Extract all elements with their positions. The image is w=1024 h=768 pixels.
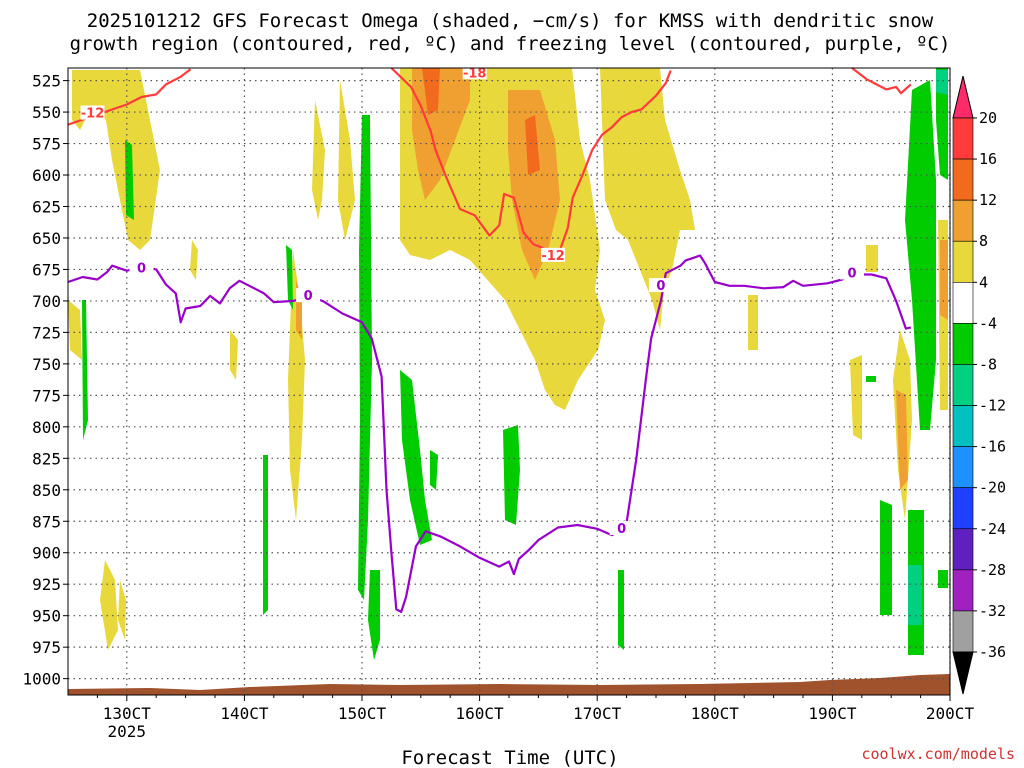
y-tick-label: 675: [32, 260, 61, 279]
freezing-level-label-bg: [648, 278, 673, 293]
y-tick-label: 875: [32, 512, 61, 531]
colorbar-swatch: [952, 117, 974, 160]
dendritic-growth-label-bg: [462, 65, 487, 80]
colorbar-tick-label: -4: [979, 314, 997, 332]
colorbar-tick-label: -12: [979, 397, 1006, 415]
dendritic-growth-label-bg: [80, 105, 105, 120]
colorbar-swatch: [952, 158, 974, 201]
credit-link[interactable]: coolwx.com/models: [861, 745, 1015, 763]
freezing-level-label: 0: [847, 266, 856, 281]
y-tick-label: 625: [32, 197, 61, 216]
dendritic-growth-line: [390, 67, 554, 261]
dendritic-growth-line: [851, 67, 912, 95]
y-tick-label: 700: [32, 292, 61, 311]
x-tick-label: 160CT: [456, 704, 505, 723]
x-axis: 130CT 140CT 150CT 160CT 170CT 180CT 190CT 200CT…: [96, 695, 975, 741]
freezing-level-label: 0: [617, 522, 626, 537]
colorbar-swatch: [952, 364, 974, 406]
colorbar-tick-label: -28: [979, 561, 1006, 579]
colorbar-swatch: [952, 282, 974, 324]
colorbar-tick-label: 20: [979, 109, 997, 127]
colorbar-swatch: [952, 199, 974, 242]
y-tick-label: 575: [32, 135, 61, 154]
colorbar-swatch: [952, 528, 974, 571]
dendritic-growth-label-bg: [541, 247, 566, 262]
colorbar-bottom-triangle: [952, 651, 974, 695]
x-tick-label: 190CT: [808, 704, 857, 723]
colorbar-tick-label: -24: [979, 520, 1006, 538]
colorbar-swatch: [952, 405, 974, 447]
freezing-level-label-bg: [840, 265, 864, 280]
omega-shading: [68, 68, 948, 660]
x-tick-label: 200CT: [926, 704, 975, 723]
colorbar-swatch: [952, 487, 974, 530]
x-tick-label: 170CT: [573, 704, 622, 723]
colorbar-tick-label: 4: [979, 273, 988, 291]
dendritic-growth-label: -12: [541, 249, 565, 264]
y-tick-label: 825: [32, 449, 61, 468]
colorbar-swatch: [952, 610, 974, 653]
freezing-level-label: 0: [137, 261, 146, 276]
y-tick-label: 725: [32, 323, 61, 342]
y-tick-label: 1000: [22, 670, 61, 689]
contours: 0 0 0 0 0 -12 -18 -12: [67, 65, 912, 613]
colorbar-tick-label: 12: [979, 191, 997, 209]
freezing-level-label-bg: [296, 288, 321, 303]
x-tick-label: 150CT: [338, 704, 387, 723]
colorbar-tick-label: 16: [979, 150, 997, 168]
colorbar-swatch: [952, 446, 974, 488]
y-tick-label: 800: [32, 418, 61, 437]
y-tick-label: 950: [32, 607, 61, 626]
y-tick-label: 600: [32, 166, 61, 185]
colorbar-tick-label: -8: [979, 355, 997, 373]
x-tick-label: 130CT: [103, 704, 152, 723]
y-tick-label: 900: [32, 544, 61, 563]
y-tick-label: 550: [32, 103, 61, 122]
x-tick-label: 180CT: [691, 704, 740, 723]
y-tick-label: 775: [32, 386, 61, 405]
dendritic-growth-line: [556, 70, 672, 256]
freezing-level-label-bg: [129, 260, 154, 275]
freezing-level-line: [67, 254, 912, 613]
freezing-level-label: 0: [656, 279, 665, 294]
colorbar: 20 16 12 8 4 -4 -8 -12 -16 -20 -24 -28 -32 -36: [952, 75, 1006, 695]
colorbar-tick-label: -16: [979, 438, 1006, 456]
y-axis: 525 550 575 600 625 650 675 700 725 750 775 800 825 8…: [22, 72, 68, 689]
x-axis-label: Forecast Time (UTC): [401, 747, 618, 768]
colorbar-swatch: [952, 569, 974, 612]
colorbar-swatch: [952, 240, 974, 283]
gridlines: [68, 68, 951, 695]
x-tick-label: 140CT: [220, 704, 269, 723]
colorbar-tick-label: -20: [979, 479, 1006, 497]
colorbar-swatch: [952, 323, 974, 365]
dendritic-growth-label: -18: [463, 66, 487, 81]
y-tick-label: 525: [32, 72, 61, 91]
colorbar-tick-label: -32: [979, 602, 1006, 620]
freezing-level-label: 0: [304, 289, 313, 304]
plot-area: 0 0 0 0 0 -12 -18 -12: [67, 65, 951, 696]
x-year-label: 2025: [108, 722, 147, 741]
freezing-level-label-bg: [609, 521, 634, 536]
chart-title-line1: 2025101212 GFS Forecast Omega (shaded, −…: [87, 10, 934, 32]
y-tick-label: 975: [32, 638, 61, 657]
colorbar-tick-label: 8: [979, 232, 988, 250]
y-tick-label: 850: [32, 481, 61, 500]
colorbar-top-triangle: [952, 75, 974, 119]
y-tick-label: 750: [32, 355, 61, 374]
dendritic-growth-label: -12: [81, 107, 105, 122]
y-tick-label: 650: [32, 229, 61, 248]
terrain-surface: [68, 674, 950, 695]
colorbar-tick-label: -36: [979, 643, 1006, 661]
y-tick-label: 925: [32, 575, 61, 594]
chart-title-line2: growth region (contoured, red, ºC) and f…: [70, 33, 951, 55]
